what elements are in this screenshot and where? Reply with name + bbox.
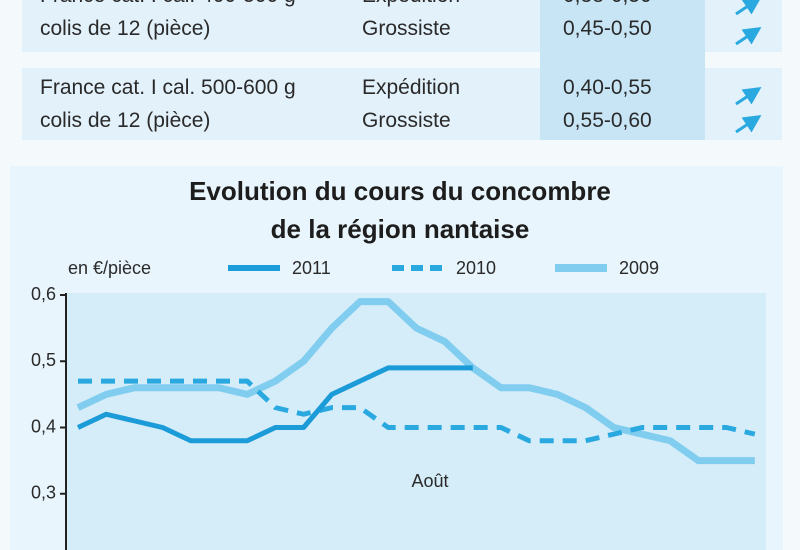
y-tick-label: 0,4 bbox=[31, 416, 56, 436]
y-axis-label: en €/pièce bbox=[68, 258, 151, 278]
annotation: Août bbox=[411, 471, 448, 491]
price: 0,45-0,50 bbox=[563, 17, 652, 40]
y-tick-label: 0,5 bbox=[31, 350, 56, 370]
trend-arrows bbox=[735, 0, 762, 134]
product: France cat. I cal. 400-500 g colis de 12… bbox=[40, 0, 296, 40]
series-line bbox=[78, 378, 756, 444]
stage: Grossiste bbox=[362, 109, 451, 132]
chart-title: Evolution du cours du concombre de la ré… bbox=[189, 176, 611, 244]
y-tick-label: 0,3 bbox=[31, 483, 56, 503]
product: France cat. I cal. 500-600 g colis de 12… bbox=[40, 76, 296, 132]
stage: Expédition bbox=[362, 76, 461, 99]
price-column bbox=[540, 0, 705, 140]
price: 0,38-0,50 bbox=[563, 0, 652, 12]
legend-label: 2011 bbox=[292, 258, 331, 278]
y-tick-label: 0,6 bbox=[31, 284, 56, 304]
stage: Expédition bbox=[362, 0, 460, 12]
legend-label: 2010 bbox=[456, 258, 496, 278]
series-line bbox=[76, 365, 473, 444]
series-line bbox=[76, 298, 755, 465]
price: 0,55-0,60 bbox=[563, 109, 652, 132]
legend-label: 2009 bbox=[619, 258, 659, 278]
stage: Grossiste bbox=[362, 17, 451, 40]
price: 0,40-0,55 bbox=[563, 76, 652, 99]
plot-area bbox=[66, 293, 766, 550]
